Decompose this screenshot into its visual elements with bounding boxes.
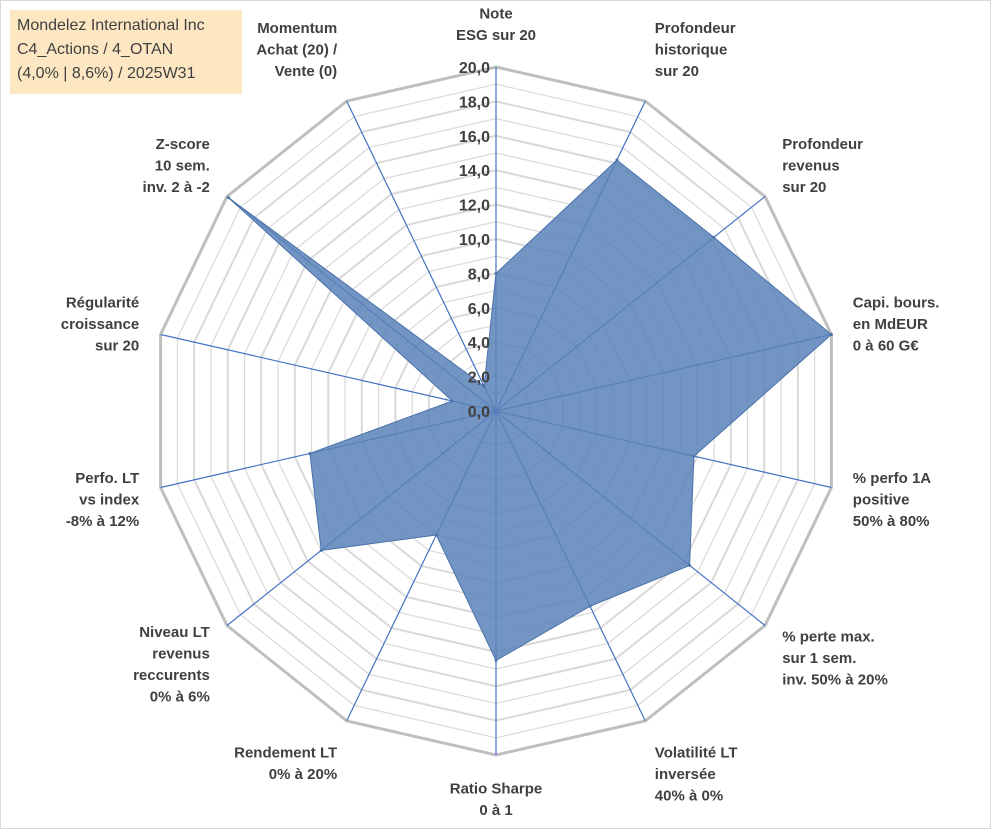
axis-label: Rendement LT 0% à 20%	[234, 744, 337, 783]
portfolio-category: C4_Actions / 4_OTAN	[17, 41, 174, 58]
data-point	[308, 452, 312, 455]
axis-labels: Note ESG sur 20 Profondeur historique sur 20…	[61, 6, 940, 820]
data-point	[434, 533, 438, 537]
axis-label: Momentum Achat (20) / Vente (0)	[256, 20, 338, 80]
radial-tick-labels: 0,0 2,0 4,0 6,0 8,0 10,0 12,0 14,0 16,0 18,0 20,0	[459, 60, 490, 421]
tick-label: 14,0	[459, 163, 490, 180]
data-point	[692, 454, 696, 458]
axis-label: Note ESG sur 20	[456, 6, 536, 45]
series-area	[228, 159, 833, 662]
axis-label: Volatilité LT inversée 40% à 0%	[655, 744, 738, 804]
data-point	[615, 158, 619, 162]
axis-label: Z-score 10 sem. inv. 2 à -2	[143, 136, 210, 196]
tick-label: 8,0	[468, 266, 490, 283]
tick-label: 2,0	[468, 370, 490, 387]
data-point	[226, 196, 230, 200]
axis-label: % perfo 1A positive 50% à 80%	[853, 470, 932, 530]
data-point	[494, 271, 498, 275]
axis-label: Profondeur revenus sur 20	[782, 136, 863, 196]
axis-label: Capi. bours. en MdEUR 0 à 60 G€	[853, 294, 940, 354]
data-point	[829, 333, 833, 336]
axis-label: Ratio Sharpe 0 à 1	[450, 781, 543, 820]
tick-label: 6,0	[468, 301, 490, 318]
tick-label: 20,0	[459, 60, 490, 77]
axis-label: Profondeur historique sur 20	[655, 20, 736, 80]
data-point	[482, 384, 486, 388]
axis-label: Perfo. LT vs index -8% à 12%	[66, 470, 140, 530]
data-point	[688, 563, 692, 567]
tick-label: 16,0	[459, 129, 490, 146]
tick-label: 4,0	[468, 335, 490, 352]
axis-label: Niveau LT revenus reccurents 0% à 6%	[133, 624, 210, 706]
data-point	[588, 604, 592, 608]
company-name: Mondelez International Inc	[17, 17, 205, 34]
stats-week: (4,0% | 8,6%) / 2025W31	[17, 65, 196, 82]
info-box: Mondelez International Inc C4_Actions / …	[10, 10, 242, 94]
tick-label: 0,0	[468, 404, 490, 421]
axis-spoke	[346, 100, 497, 412]
axis-label: Régularité croissance sur 20	[61, 294, 139, 354]
tick-label: 10,0	[459, 232, 490, 249]
data-point	[712, 235, 716, 239]
axis-label: % perte max. sur 1 sem. inv. 50% à 20%	[782, 629, 888, 689]
data-point	[319, 548, 323, 552]
tick-label: 18,0	[459, 94, 490, 111]
axis-spoke	[160, 333, 497, 412]
data-point	[450, 399, 454, 403]
tick-label: 12,0	[459, 198, 490, 215]
radar-series	[226, 158, 833, 662]
data-point	[494, 658, 498, 662]
